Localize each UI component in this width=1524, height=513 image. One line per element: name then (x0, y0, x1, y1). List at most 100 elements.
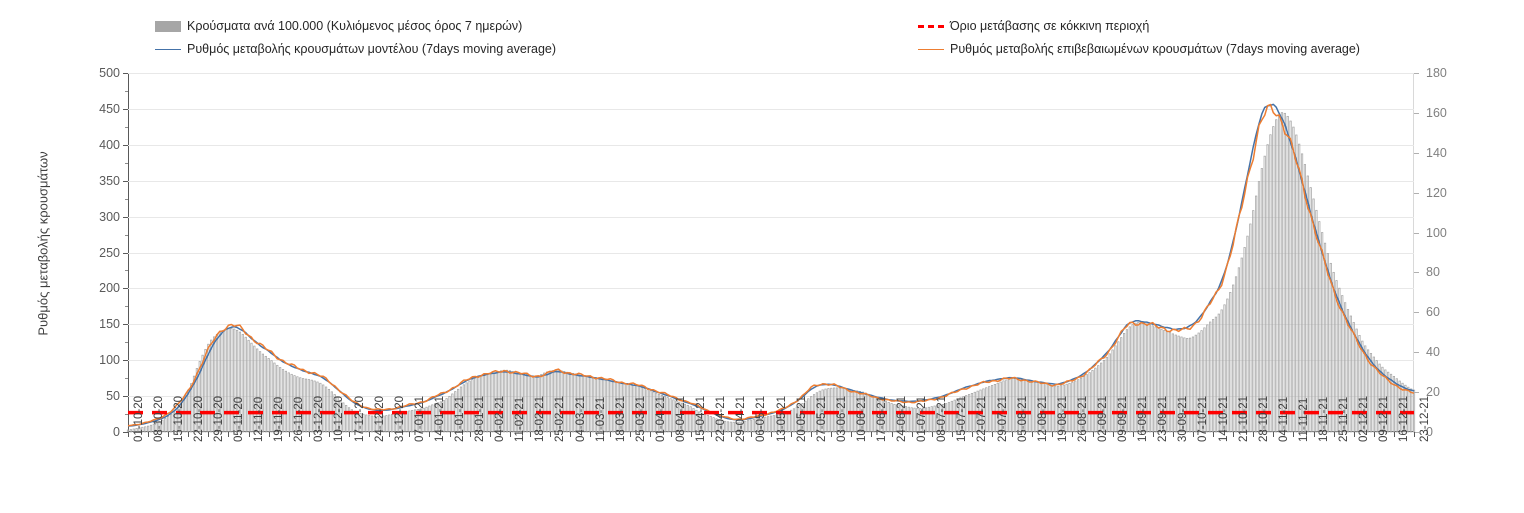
x-axis-tick (1253, 432, 1255, 437)
x-axis-tick (690, 432, 692, 437)
x-axis-tick-label: 12-11-20 (253, 396, 266, 442)
gridline (128, 360, 1414, 362)
x-axis-tick-label: 18-11-21 (1318, 396, 1331, 442)
y-axis-left-tick-label: 500 (99, 66, 120, 80)
y-axis-left-tick (123, 324, 128, 326)
x-axis-tick-label: 28-10-21 (1257, 395, 1270, 442)
x-axis-tick (750, 432, 752, 437)
x-axis-tick (630, 432, 632, 437)
x-axis-tick-label: 07-10-21 (1197, 395, 1210, 442)
x-axis-tick-label: 10-06-21 (855, 395, 868, 442)
x-axis-tick (771, 432, 772, 437)
legend-label-threshold: Όριο μετάβασης σε κόκκινη περιοχή (950, 19, 1150, 33)
x-axis-tick-label: 19-08-21 (1056, 395, 1069, 442)
y-axis-right-tick-label: 180 (1426, 66, 1447, 80)
y-axis-left-tick-label: 350 (99, 173, 120, 188)
x-axis-tick (349, 432, 351, 437)
y-axis-left-minor-tick (125, 198, 128, 200)
x-axis-tick (1414, 432, 1415, 437)
x-axis-tick-label: 10-12-20 (333, 395, 346, 442)
gridline (128, 396, 1414, 398)
x-axis-tick (1152, 432, 1154, 437)
x-axis-tick (509, 432, 511, 437)
x-axis-tick-label: 25-11-21 (1338, 396, 1351, 442)
x-axis-tick-label: 22-07-21 (976, 395, 989, 442)
x-axis-tick (1273, 432, 1275, 437)
legend-label-cases-bars: Κρούσματα ανά 100.000 (Κυλιόμενος μέσος … (187, 19, 523, 33)
x-axis-tick (710, 432, 712, 437)
y-axis-right-tick-label: 120 (1426, 185, 1447, 200)
x-axis-tick-label: 02-09-21 (1097, 395, 1109, 442)
y-axis-right-tick (1414, 152, 1419, 154)
y-axis-right-tick-label: 140 (1426, 145, 1447, 160)
x-axis-tick (168, 432, 170, 437)
x-axis-tick (489, 432, 491, 437)
x-axis-tick-label: 11-11-21 (1297, 397, 1310, 442)
x-axis-tick-label: 08-07-21 (936, 395, 949, 442)
x-axis-tick (811, 432, 813, 437)
legend-item-model-line: Ρυθμός μεταβολής κρουσμάτων μοντέλου (7d… (155, 42, 556, 56)
y-axis-left-tick (123, 180, 128, 182)
legend-item-threshold: Όριο μετάβασης σε κόκκινη περιοχή (918, 19, 1149, 33)
x-axis-tick (248, 432, 250, 437)
x-axis-tick-label: 14-10-21 (1217, 395, 1230, 442)
x-axis-tick (409, 432, 411, 437)
y-axis-title: Ρυθμός μεταβολής κρουσμάτων (35, 151, 51, 336)
gridline (128, 108, 1414, 110)
y-axis-right-tick-label: 160 (1426, 105, 1447, 120)
x-axis-tick (1132, 432, 1134, 437)
y-axis-left-minor-tick (125, 234, 128, 236)
x-axis-tick-label: 11-03-21 (594, 396, 607, 442)
x-axis-tick (992, 432, 994, 437)
x-axis-tick-label: 15-10-20 (172, 395, 185, 442)
y-axis-left-tick (123, 396, 128, 398)
x-axis-tick-label: 25-03-21 (634, 395, 647, 442)
bar-swatch-icon (155, 20, 181, 32)
dashed-line-swatch-icon (918, 24, 944, 28)
y-axis-right-tick (1414, 392, 1419, 394)
x-axis-tick-label: 15-04-21 (695, 395, 708, 442)
x-axis-tick (791, 432, 793, 437)
y-axis-left-minor-tick (125, 162, 128, 164)
y-axis-right-tick (1414, 352, 1419, 354)
x-axis-tick (429, 432, 431, 437)
y-axis-right-tick (1414, 312, 1419, 314)
y-axis-left-minor-tick (125, 90, 128, 92)
y-axis-right-tick (1414, 112, 1419, 114)
x-axis-tick (1052, 432, 1054, 437)
x-axis-tick (389, 432, 391, 437)
x-axis-tick (1313, 432, 1315, 437)
y-axis-right-tick-label: 60 (1426, 305, 1440, 320)
confirmed-rate-line (127, 103, 1415, 427)
x-axis-tick (148, 432, 150, 437)
x-axis-tick (851, 432, 853, 437)
x-axis-tick (730, 432, 732, 437)
x-axis-tick (1333, 432, 1335, 437)
x-axis-tick-label: 11-02-21 (514, 396, 527, 442)
x-axis-tick-label: 22-04-21 (715, 395, 728, 442)
x-axis-tick (469, 432, 471, 437)
y-axis-right-tick (1414, 73, 1419, 74)
x-axis-tick (188, 432, 190, 437)
x-axis-tick (369, 432, 371, 437)
x-axis-tick (288, 432, 290, 437)
x-axis-tick-label: 01-07-21 (916, 395, 929, 442)
y-axis-left-tick (123, 288, 128, 290)
x-axis-tick (308, 432, 310, 437)
x-axis-tick (590, 432, 592, 437)
x-axis-tick (208, 432, 210, 437)
x-axis-tick-label: 22-10-20 (192, 395, 205, 442)
y-axis-left-minor-tick (125, 378, 128, 380)
x-axis-tick (931, 432, 933, 437)
x-axis-tick (570, 432, 572, 437)
x-axis-tick (650, 432, 652, 437)
y-axis-left-minor-tick (125, 126, 128, 128)
x-axis-tick-label: 31-12-20 (393, 395, 406, 442)
x-axis-tick (1233, 432, 1235, 437)
x-axis-tick-label: 16-09-21 (1137, 395, 1150, 442)
y-axis-right-tick-label: 0 (1426, 425, 1433, 439)
series-canvas (126, 103, 1416, 433)
x-axis-tick-label: 17-06-21 (875, 395, 888, 442)
gridline (128, 180, 1414, 182)
legend-item-confirmed-line: Ρυθμός μεταβολής επιβεβαιωμένων κρουσμάτ… (918, 42, 1360, 56)
